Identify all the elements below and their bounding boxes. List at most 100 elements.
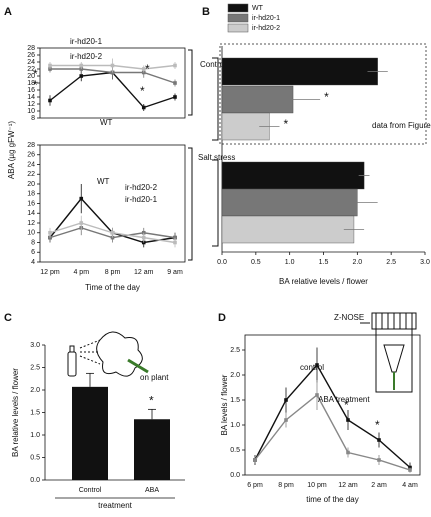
y-tick-label: 2.5 <box>30 364 40 371</box>
x-tick-label: 9 am <box>167 269 183 276</box>
y-tick-label: 22 <box>27 66 35 73</box>
asterisk: * <box>344 398 349 412</box>
y-tick-label: 28 <box>27 142 35 149</box>
x-tick-label: 1.0 <box>285 259 295 266</box>
y-tick-label: 8 <box>31 115 35 122</box>
series-label: ABA treatment <box>318 395 370 404</box>
legend-swatch <box>227 3 249 13</box>
legend-label: ir-hd20-2 <box>252 25 280 32</box>
bar <box>72 386 108 480</box>
plot-frame <box>39 144 186 263</box>
point <box>173 63 177 68</box>
point <box>315 393 319 397</box>
point <box>48 230 52 235</box>
legend-label: WT <box>252 5 264 12</box>
x-tick-label: 3.0 <box>420 259 430 266</box>
x-tick-label: 8 pm <box>278 482 294 489</box>
point <box>110 230 115 235</box>
y-tick-label: 0.0 <box>30 477 40 484</box>
point <box>173 240 177 245</box>
point <box>284 418 288 422</box>
y-tick-label: 18 <box>27 191 35 198</box>
y-tick-label: 0.5 <box>30 454 40 461</box>
asterisk: * <box>284 117 289 131</box>
series-line <box>254 363 411 469</box>
y-tick-label: 18 <box>27 80 35 87</box>
point <box>79 196 84 201</box>
annotation: on plant <box>140 373 169 382</box>
legend-label: ir-hd20-1 <box>252 15 280 22</box>
x-axis-label: BA relative levels / flower <box>279 277 368 286</box>
point <box>141 67 146 71</box>
x-tick-label: ABA <box>145 487 159 494</box>
y-tick-label: 2.0 <box>30 387 40 394</box>
y-tick-label: 16 <box>27 200 35 207</box>
y-tick-label: 24 <box>27 161 35 168</box>
y-tick-label: 24 <box>27 59 35 66</box>
series-line <box>254 393 411 471</box>
y-tick-label: 1.0 <box>230 422 240 429</box>
x-tick-label: 0.0 <box>217 259 227 266</box>
point <box>173 95 177 99</box>
y-tick-label: 14 <box>27 94 35 101</box>
y-axis-label: BA levels / flower <box>220 374 229 435</box>
series-label: ir-hd20-1 <box>125 195 158 204</box>
point <box>79 221 84 225</box>
point <box>48 98 52 103</box>
x-tick-label: 12 am <box>338 482 358 489</box>
bracket <box>188 147 193 261</box>
panel-letter: D <box>218 312 226 324</box>
series-label: WT <box>97 177 110 186</box>
bracket <box>212 57 219 141</box>
x-axis-label: time of the day <box>306 495 358 504</box>
asterisk: * <box>375 418 380 432</box>
bracket <box>188 49 193 116</box>
point <box>346 418 350 422</box>
legend-swatch <box>227 23 249 33</box>
panel-letter: A <box>4 6 12 18</box>
annotation: data from Figure 3a <box>372 121 431 130</box>
x-tick-label: 2.0 <box>352 259 362 266</box>
y-tick-label: 22 <box>27 171 35 178</box>
flower-icon <box>67 331 149 377</box>
plot-frame <box>244 334 421 476</box>
y-tick-label: 28 <box>27 45 35 52</box>
y-tick-label: 4 <box>31 259 35 266</box>
y-tick-label: 10 <box>27 108 35 115</box>
bar <box>221 161 365 190</box>
point <box>79 63 84 68</box>
panel-letter: C <box>4 312 12 324</box>
bar <box>221 215 355 244</box>
y-tick-label: 12 <box>27 220 35 227</box>
x-tick-label: Control <box>79 487 102 494</box>
x-tick-label: 2.5 <box>386 259 396 266</box>
legend-swatch <box>227 13 249 23</box>
y-tick-label: 2.0 <box>230 372 240 379</box>
y-tick-label: 16 <box>27 87 35 94</box>
point <box>377 438 381 442</box>
y-tick-label: 1.5 <box>230 397 240 404</box>
x-tick-label: 8 pm <box>105 269 121 276</box>
x-tick-label: 6 pm <box>247 482 263 489</box>
point <box>408 468 412 472</box>
point <box>253 458 257 462</box>
series-label: control <box>300 363 324 372</box>
y-tick-label: 10 <box>27 230 35 237</box>
annotation: Salt stress <box>198 153 235 162</box>
y-axis-label: ABA (µg gFW⁻¹) <box>7 121 16 180</box>
asterisk: * <box>145 62 150 76</box>
asterisk: * <box>33 67 38 81</box>
point <box>315 363 319 367</box>
y-tick-label: 0.0 <box>230 472 240 479</box>
y-tick-label: 2.5 <box>230 347 240 354</box>
x-tick-label: 10 pm <box>307 482 327 489</box>
x-axis-label: treatment <box>98 501 133 510</box>
x-tick-label: 4 am <box>402 482 418 489</box>
y-tick-label: 20 <box>27 181 35 188</box>
device-icon <box>360 312 417 393</box>
asterisk: * <box>149 394 154 408</box>
x-tick-label: 12 am <box>134 269 154 276</box>
x-tick-label: 1.5 <box>319 259 329 266</box>
y-tick-label: 20 <box>27 73 35 80</box>
